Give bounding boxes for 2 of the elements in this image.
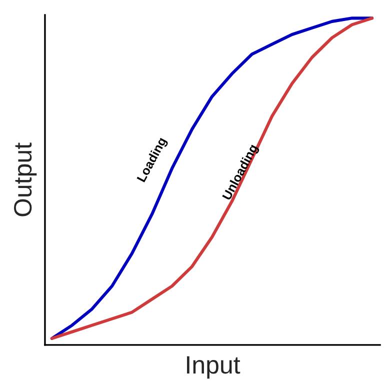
y-axis-title: Output [14, 142, 37, 216]
x-axis-title: Input [187, 356, 240, 379]
